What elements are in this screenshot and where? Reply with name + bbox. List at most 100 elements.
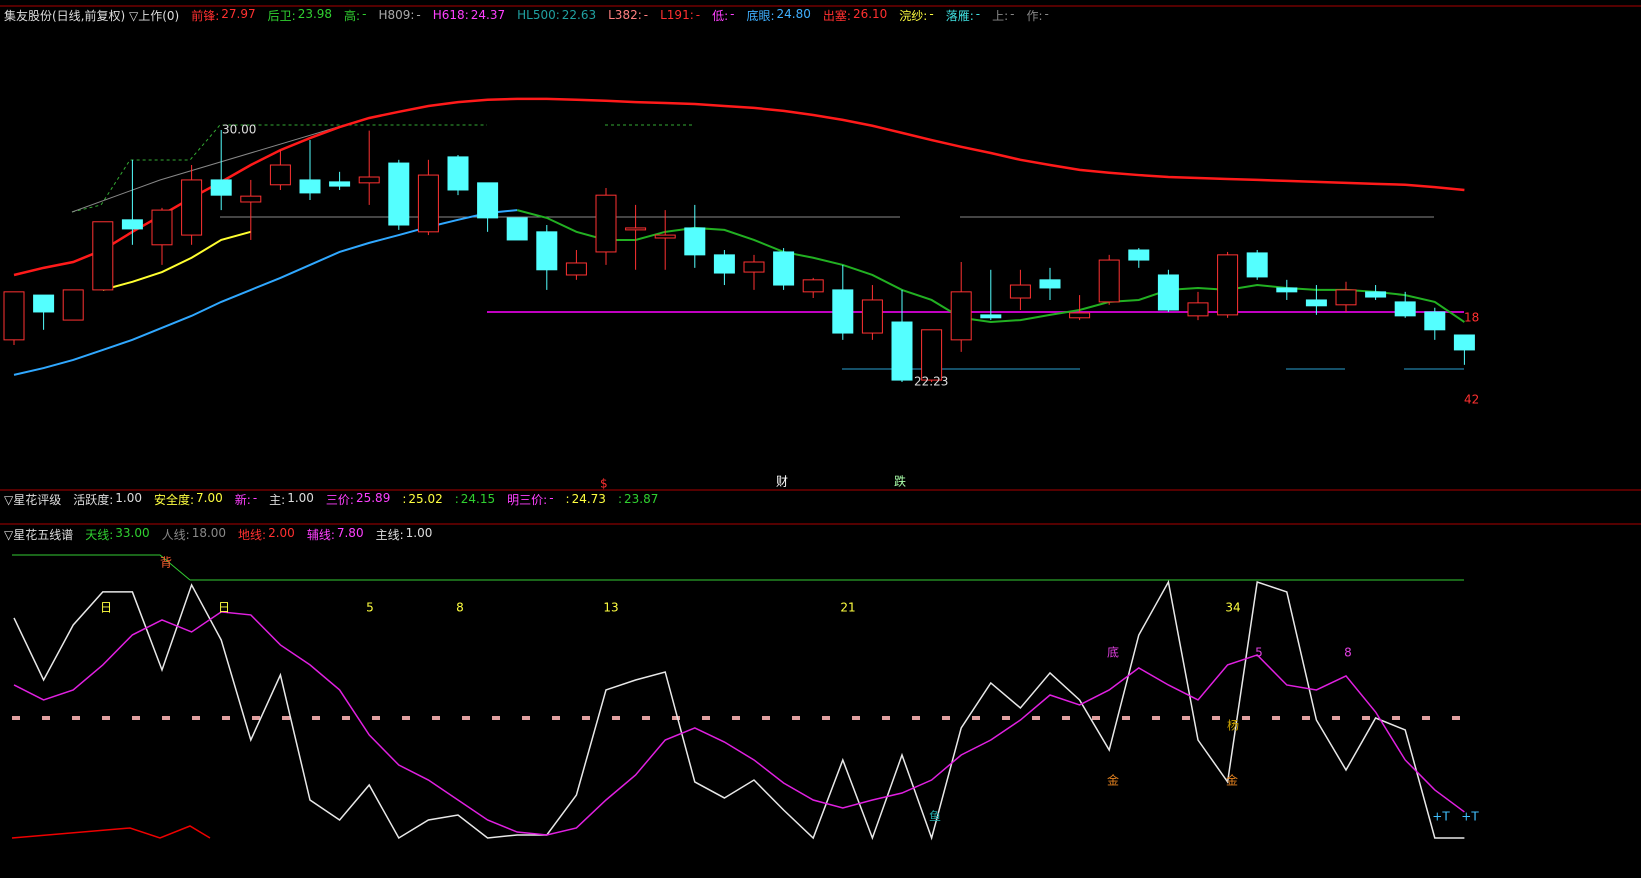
- indicator-value: 22.63: [561, 8, 597, 22]
- staff-annotation: 34: [1225, 601, 1240, 615]
- indicator-value: 24.15: [460, 492, 496, 506]
- candle-body: [802, 279, 824, 293]
- indicator-item: :23.87: [618, 492, 658, 506]
- candle-body: [299, 179, 321, 194]
- indicator-label: 上:: [992, 8, 1009, 23]
- indicator-value: -: [1010, 6, 1015, 21]
- indicator-value: 18.00: [191, 525, 227, 540]
- indicator-label: 浣纱:: [899, 8, 928, 23]
- indicator-label: H618:: [432, 8, 469, 22]
- candle-body: [1128, 249, 1150, 261]
- indicator-label: 落雁:: [945, 8, 974, 23]
- indicator-label: 前锋:: [191, 8, 220, 23]
- staff-annotation: 底: [1107, 645, 1119, 660]
- trend-line: [71, 117, 369, 213]
- indicator-item: HL500: 22.63: [517, 8, 596, 22]
- indicator-item: 后卫: 23.98: [268, 7, 332, 24]
- indicator-label: 辅线:: [306, 527, 335, 542]
- candle-body: [1009, 284, 1031, 299]
- candle-body: [358, 176, 380, 184]
- staff-header: ▽星花五线谱 天线: 33.00 人线: 18.00 地线: 2.00 辅线: 7.80 主线:…: [4, 526, 432, 542]
- indicator-item: 高: -: [344, 7, 366, 24]
- indicator-label: :: [565, 492, 570, 506]
- candle-body: [62, 289, 84, 321]
- candle-body: [1039, 279, 1061, 289]
- indicator-item: 底眼: 24.80: [746, 7, 810, 24]
- indicator-label: :: [402, 492, 407, 506]
- indicator-item: 主线: 1.00: [376, 526, 433, 543]
- staff-annotation: 金: [1226, 773, 1238, 788]
- chart-annotation: 22.23: [914, 375, 948, 389]
- candle-body: [240, 195, 262, 203]
- indicator-item: L382: -: [608, 8, 648, 22]
- indicator-value: 23.87: [623, 492, 659, 506]
- staff-annotation: 8: [456, 601, 464, 615]
- indicator-value: 1.00: [115, 490, 142, 505]
- indicator-value: -: [1044, 6, 1049, 21]
- candle-body: [773, 251, 795, 286]
- staff-annotation: 8: [1344, 646, 1352, 660]
- candle-body: [121, 219, 143, 230]
- indicator-label: 明三价:: [507, 492, 548, 507]
- panel-title: ▽星花五线谱: [4, 527, 74, 542]
- candle-body: [181, 179, 203, 236]
- staff-annotation: 5: [366, 601, 374, 615]
- indicator-label: :: [617, 492, 622, 506]
- candle-body: [565, 262, 587, 276]
- indicator-item: 地线: 2.00: [238, 526, 295, 543]
- indicator-item: :24.15: [455, 492, 495, 506]
- indicator-label: 低:: [712, 8, 729, 23]
- rating-header: ▽星花评级 活跃度: 1.00 安全度: 7.00 新: - 主: 1.00 三价: 25.89:…: [4, 491, 658, 507]
- candle-body: [417, 174, 439, 233]
- staff-annotation: 日: [218, 601, 230, 615]
- chart-annotation: 30.00: [222, 123, 256, 137]
- candle-body: [1453, 334, 1475, 351]
- indicator-label: :: [454, 492, 459, 506]
- indicator-line: [102, 230, 252, 291]
- indicator-item: 新: -: [235, 491, 257, 508]
- candle-body: [269, 164, 291, 186]
- indicator-value: -: [416, 8, 421, 22]
- indicator-item: :25.02: [402, 492, 442, 506]
- indicator-item: 安全度: 7.00: [154, 491, 223, 508]
- candle-body: [151, 209, 173, 246]
- chart-annotation: 财: [776, 475, 788, 489]
- candle-body: [684, 227, 706, 256]
- candle-body: [1394, 301, 1416, 317]
- stock-title: 集友股份(日线,前复权) ▽上作(0): [4, 8, 180, 23]
- indicator-label: 底眼:: [746, 8, 775, 23]
- candle-body: [950, 291, 972, 341]
- candle-body: [1365, 291, 1387, 298]
- sky-line-start: [12, 554, 191, 581]
- indicator-label: 地线:: [238, 527, 267, 542]
- staff-annotation: 背: [160, 556, 172, 570]
- indicator-label: 安全度:: [154, 492, 195, 507]
- candle-body: [861, 299, 883, 334]
- candle-body: [921, 329, 943, 381]
- indicator-item: 作: -: [1026, 7, 1048, 24]
- indicator-label: 主线:: [375, 527, 404, 542]
- indicator-label: 人线:: [161, 527, 190, 542]
- candle-body: [832, 289, 854, 334]
- indicator-line: [13, 611, 1465, 836]
- indicator-label: L191:: [660, 8, 694, 22]
- candle-body: [388, 162, 410, 226]
- panel-title: ▽星花评级: [4, 492, 62, 507]
- indicator-label: 后卫:: [267, 8, 296, 23]
- indicator-item: 三价: 25.89: [326, 491, 390, 508]
- candle-body: [1217, 254, 1239, 316]
- staff-annotation: +T: [1432, 810, 1450, 824]
- indicator-value: 33.00: [115, 525, 150, 540]
- indicator-value: 1.00: [287, 490, 314, 505]
- candle-body: [506, 217, 528, 241]
- chart-annotation: 跌: [894, 474, 906, 489]
- indicator-item: 浣纱: -: [899, 7, 933, 24]
- candle-body: [92, 221, 114, 291]
- candle-body: [625, 227, 647, 231]
- chart-annotation: $: [600, 477, 608, 491]
- chart-annotation: 18: [1464, 311, 1479, 325]
- indicator-value: -: [252, 490, 258, 505]
